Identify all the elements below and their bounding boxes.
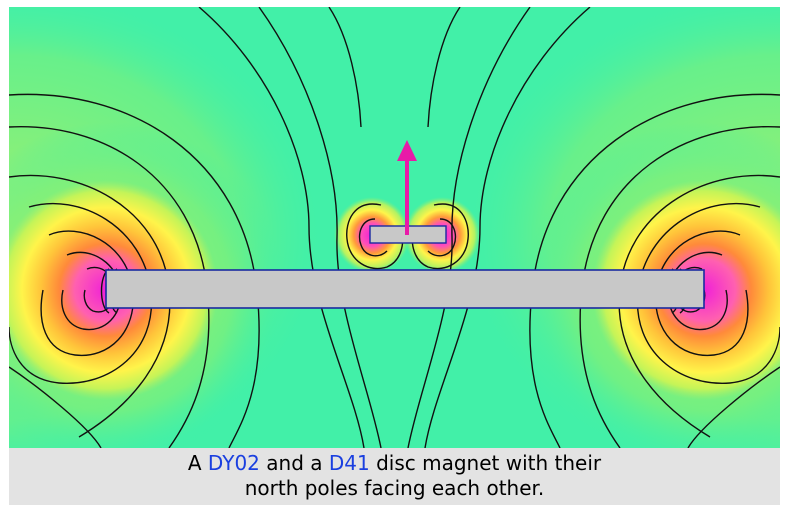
large-disc-magnet [105, 269, 705, 309]
caption-line-2: north poles facing each other. [244, 476, 545, 500]
up-arrow-icon [397, 140, 417, 235]
caption-suffix: disc magnet with their [376, 451, 602, 475]
caption-prefix: A [187, 451, 202, 475]
figure: A DY02 and a D41 disc magnet with their … [9, 7, 780, 505]
magnet-link-d41[interactable]: D41 [328, 451, 370, 475]
field-simulation [9, 7, 780, 448]
caption-line-1: A DY02 and a D41 disc magnet with their [9, 451, 780, 476]
caption-mid: and a [266, 451, 323, 475]
magnet-link-dy02[interactable]: DY02 [207, 451, 260, 475]
figure-caption: A DY02 and a D41 disc magnet with their … [9, 448, 780, 505]
